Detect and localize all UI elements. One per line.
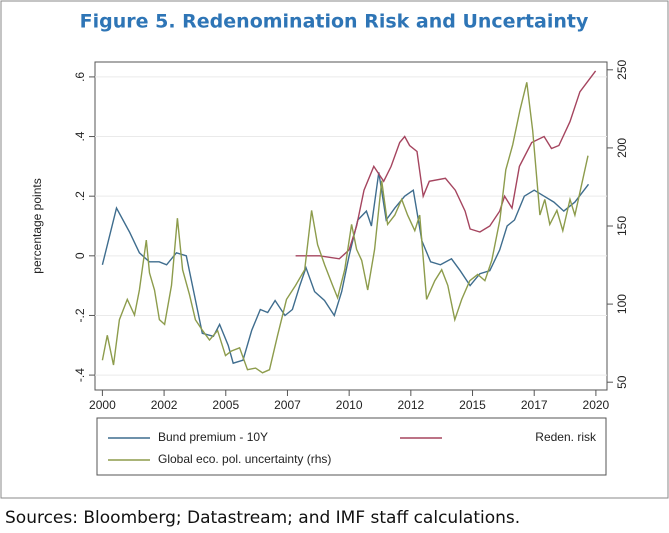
y-tick-label: .2 xyxy=(73,191,87,201)
legend xyxy=(96,417,607,476)
y-tick-label: 0 xyxy=(73,252,87,259)
y2-tick-label: 50 xyxy=(615,375,629,389)
y-tick-label: .4 xyxy=(73,131,87,141)
x-tick-label: 2010 xyxy=(336,398,363,412)
source-note: Sources: Bloomberg; Datastream; and IMF … xyxy=(5,508,520,528)
legend-label: Reden. risk xyxy=(535,430,597,444)
x-tick-label: 2000 xyxy=(89,398,116,412)
x-tick-label: 2012 xyxy=(397,398,424,412)
y2-tick-label: 200 xyxy=(615,138,629,158)
legend-label: Global eco. pol. uncertainty (rhs) xyxy=(158,452,331,466)
series-line xyxy=(295,70,597,260)
x-tick-label: 2002 xyxy=(151,398,178,412)
x-tick-label: 2015 xyxy=(459,398,486,412)
series-line xyxy=(101,82,589,374)
y-tick-label: .6 xyxy=(73,72,87,82)
y2-tick-label: 100 xyxy=(615,294,629,314)
y-tick-label: -.2 xyxy=(73,308,87,322)
y-axis-label: percentage points xyxy=(30,178,44,273)
y-tick-label: -.4 xyxy=(73,368,87,382)
x-tick-label: 2005 xyxy=(212,398,239,412)
legend-label: Bund premium - 10Y xyxy=(158,430,268,444)
x-tick-label: 2020 xyxy=(583,398,610,412)
y2-tick-label: 250 xyxy=(615,59,629,79)
chart-title: Figure 5. Redenomination Risk and Uncert… xyxy=(80,11,589,33)
series-line xyxy=(101,172,590,365)
x-tick-label: 2007 xyxy=(274,398,301,412)
y2-tick-label: 150 xyxy=(615,216,629,236)
x-tick-label: 2017 xyxy=(521,398,548,412)
